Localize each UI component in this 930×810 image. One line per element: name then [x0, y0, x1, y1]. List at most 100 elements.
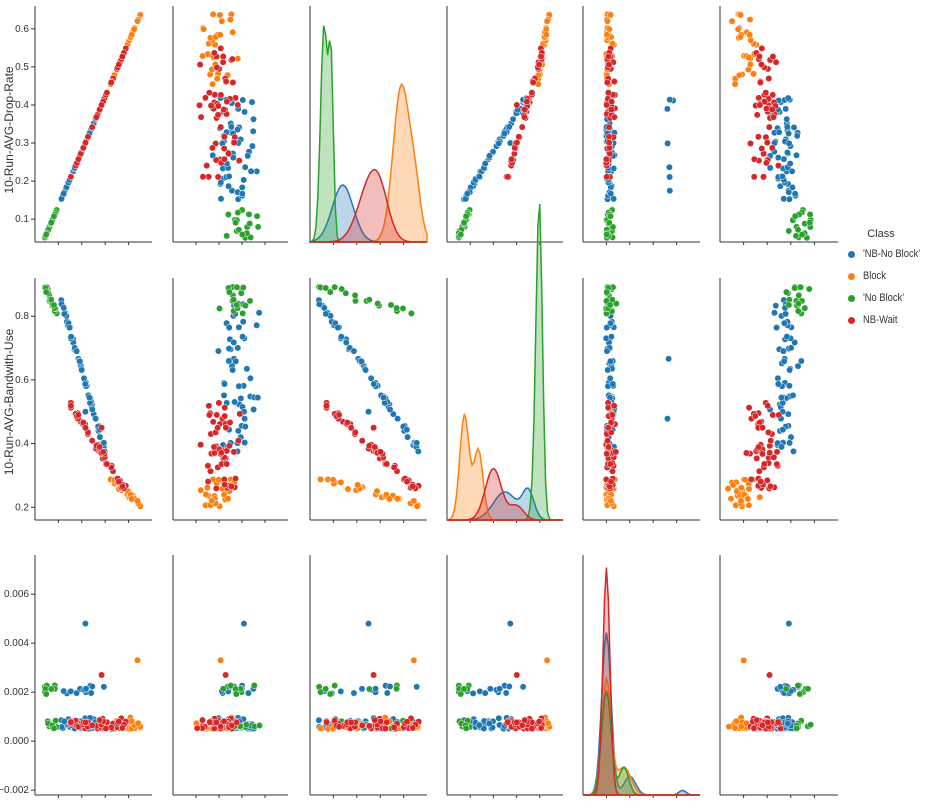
point-r0-c3-s3-44: [535, 61, 543, 69]
point-r1-c2-s2-3: [338, 285, 346, 293]
point-r2-c1-s3-43: [217, 723, 225, 731]
point-r0-c5-s3-49: [763, 139, 771, 147]
point-r1-c5-s3-17: [755, 467, 763, 475]
point-r0-c4-s3-30: [602, 155, 610, 163]
point-r0-c5-s0-33: [793, 132, 801, 140]
point-r1-c4-s3-30: [608, 411, 616, 419]
point-r1-c0-s0-23: [80, 374, 88, 382]
point-r1-c2-s0-49: [320, 304, 328, 312]
point-r0-c1-s3-29: [229, 79, 237, 86]
ytick-label-r2-4: 0.006: [4, 589, 29, 600]
point-r1-c2-s1-15: [344, 485, 352, 493]
point-r0-c1-s3-38: [214, 173, 222, 181]
point-r0-c5-s3-17: [765, 75, 773, 82]
point-r2-c2-s3-36: [381, 725, 389, 732]
point-r0-c5-s0-43: [774, 154, 782, 162]
point-r1-c4-s0-11: [665, 355, 673, 363]
point-r2-c0-s0-55: [81, 620, 89, 628]
point-r0-c5-s1-18: [736, 33, 744, 41]
point-r1-c1-s1-26: [208, 497, 216, 505]
point-r1-c2-s0-23: [367, 374, 375, 382]
point-r0-c5-s2-13: [792, 232, 800, 240]
point-r2-c5-s0-55: [785, 620, 793, 628]
point-r0-c5-s3-48: [768, 106, 776, 113]
point-r0-c1-s0-17: [241, 163, 249, 171]
point-r0-c1-s3-47: [217, 123, 225, 131]
point-r2-c2-s3-22: [409, 724, 417, 732]
point-r0-c4-s1-26: [604, 17, 611, 25]
point-r2-c2-s3-45: [323, 718, 330, 726]
point-r1-c1-s3-6: [205, 411, 213, 419]
point-r1-c4-s3-41: [612, 448, 620, 456]
point-r0-c5-s1-12: [735, 71, 743, 79]
point-r1-c1-s1-21: [224, 495, 232, 503]
point-r2-c3-s3-22: [537, 724, 545, 732]
point-r1-c4-s3-50: [604, 424, 612, 432]
point-r0-c5-s0-35: [785, 139, 793, 147]
point-r0-c5-s3-5: [772, 58, 780, 66]
point-r0-c1-s1-22: [216, 31, 224, 39]
point-r2-c0-s2-7: [52, 717, 60, 725]
point-r0-c4-s0-30: [663, 105, 671, 113]
point-r1-c5-s0-27: [780, 319, 788, 327]
point-r1-c1-s3-35: [217, 449, 225, 457]
ytick-label-r2-2: 0.002: [4, 687, 29, 698]
point-r2-c2-s0-14: [315, 716, 323, 724]
point-r2-c2-s2-12: [331, 682, 339, 690]
point-r0-c3-s1-22: [542, 31, 550, 39]
point-r0-c1-s2-13: [223, 232, 231, 240]
point-r0-c1-s3-20: [210, 49, 218, 57]
point-r2-c5-s2-16: [793, 724, 801, 732]
point-r1-c2-s3-41: [377, 448, 384, 456]
point-r0-c1-s3-50: [234, 101, 242, 109]
point-r1-c5-s0-29: [784, 410, 792, 418]
legend: Class 'NB-No Block' Block 'No Block' NB-…: [848, 228, 928, 334]
ytick-label-r1-0: 0.2: [15, 502, 29, 513]
point-r1-c4-s0-42: [664, 415, 671, 423]
point-r2-c0-s2-17: [42, 690, 50, 698]
point-r2-c3-s2-17: [457, 690, 465, 698]
point-r1-c4-s2-17: [603, 288, 611, 296]
point-r2-c5-s2-6: [807, 721, 815, 729]
point-r0-c1-s1-25: [226, 16, 234, 24]
point-r1-c2-s0-41: [414, 447, 422, 455]
point-r1-c5-s0-36: [773, 324, 781, 332]
point-r2-c3-s0-54: [505, 683, 513, 690]
point-r0-c5-s0-42: [783, 115, 791, 123]
point-r2-c5-s1-24: [725, 723, 733, 731]
panel-grid: 0.1 0.2 0.3 0.4 0.5 0.6 0.2 0.4 0.6 0.8 −0.002 0.00…: [0, 6, 838, 798]
point-r2-c1-s0-55: [240, 620, 248, 628]
point-r1-c1-s0-19: [239, 318, 247, 326]
point-r2-c2-s3-47: [358, 721, 366, 729]
point-r0-c5-s2-16: [791, 212, 799, 220]
point-r1-c0-s2-17: [42, 288, 50, 296]
point-r0-c5-s3-24: [753, 111, 761, 119]
point-r1-c5-s2-13: [791, 284, 799, 292]
point-r0-c1-s0-54: [227, 123, 235, 131]
point-r0-c4-s3-22: [605, 53, 612, 60]
point-r0-c3-s2-17: [457, 231, 465, 238]
point-r0-c0-s0-49: [60, 190, 68, 198]
point-r1-c0-s0-35: [81, 380, 89, 388]
point-r0-c1-s0-3: [253, 167, 261, 175]
point-r1-c1-s3-22: [227, 482, 235, 490]
point-r1-c1-s3-42: [226, 419, 234, 426]
point-r1-c4-s0-36: [603, 324, 611, 332]
point-r0-c3-s0-40: [481, 160, 489, 168]
point-r1-c5-s0-43: [797, 357, 805, 365]
point-r0-c1-s1-24: [216, 11, 224, 19]
point-r1-c5-s0-51: [779, 426, 787, 434]
point-r0-c1-s3-44: [196, 61, 204, 69]
point-r1-c0-s3-40: [103, 460, 111, 468]
point-r2-c5-s0-53: [784, 720, 792, 727]
point-r1-c0-s3-30: [74, 411, 82, 419]
point-r0-c1-s3-21: [222, 78, 230, 85]
point-r1-c2-s3-22: [409, 482, 417, 490]
point-r2-c3-s3-49: [513, 718, 521, 726]
point-r2-c1-s0-40: [244, 689, 252, 697]
point-r1-c1-s3-37: [232, 475, 239, 483]
point-r0-c3-s0-54: [505, 123, 513, 131]
point-r1-c1-s0-35: [221, 380, 228, 388]
point-r1-c0-s3-50: [98, 424, 106, 432]
point-r0-c5-s3-33: [770, 113, 777, 121]
